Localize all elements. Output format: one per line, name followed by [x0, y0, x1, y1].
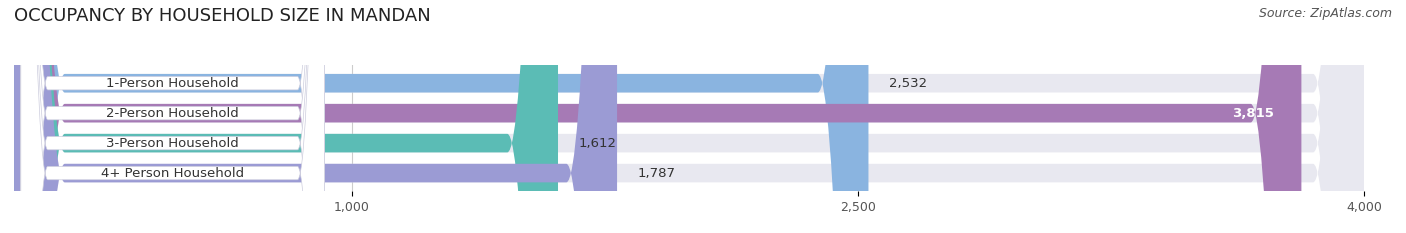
- FancyBboxPatch shape: [21, 0, 325, 233]
- FancyBboxPatch shape: [21, 0, 325, 233]
- Text: OCCUPANCY BY HOUSEHOLD SIZE IN MANDAN: OCCUPANCY BY HOUSEHOLD SIZE IN MANDAN: [14, 7, 430, 25]
- FancyBboxPatch shape: [14, 0, 1364, 233]
- FancyBboxPatch shape: [21, 0, 325, 233]
- FancyBboxPatch shape: [14, 0, 1364, 233]
- FancyBboxPatch shape: [21, 0, 325, 233]
- Text: 3-Person Household: 3-Person Household: [107, 137, 239, 150]
- FancyBboxPatch shape: [14, 0, 558, 233]
- FancyBboxPatch shape: [14, 0, 1302, 233]
- FancyBboxPatch shape: [14, 0, 617, 233]
- Text: 1,612: 1,612: [578, 137, 616, 150]
- FancyBboxPatch shape: [14, 0, 1364, 233]
- Text: 1-Person Household: 1-Person Household: [107, 77, 239, 90]
- Text: 1,787: 1,787: [637, 167, 675, 180]
- Text: 3,815: 3,815: [1233, 107, 1274, 120]
- Text: 2,532: 2,532: [889, 77, 927, 90]
- Text: Source: ZipAtlas.com: Source: ZipAtlas.com: [1258, 7, 1392, 20]
- Text: 2-Person Household: 2-Person Household: [107, 107, 239, 120]
- Text: 4+ Person Household: 4+ Person Household: [101, 167, 245, 180]
- FancyBboxPatch shape: [14, 0, 869, 233]
- FancyBboxPatch shape: [14, 0, 1364, 233]
